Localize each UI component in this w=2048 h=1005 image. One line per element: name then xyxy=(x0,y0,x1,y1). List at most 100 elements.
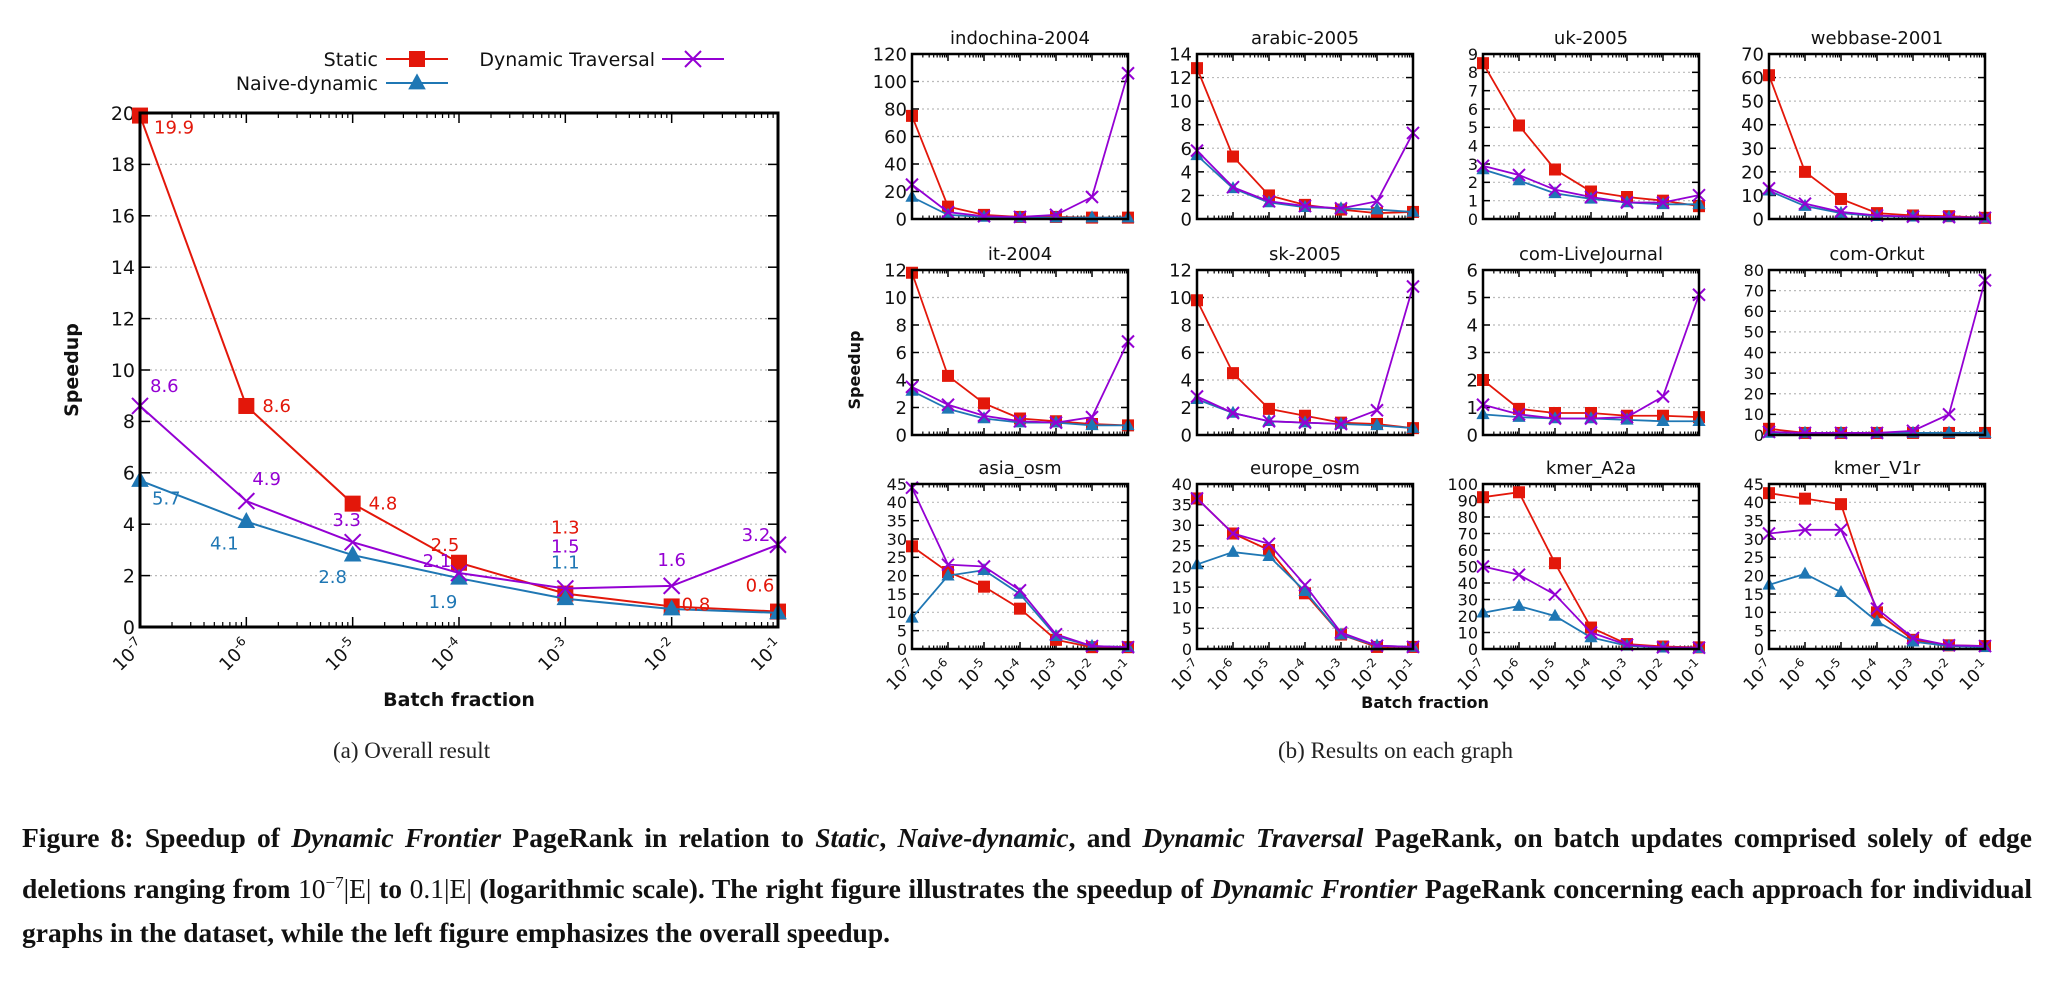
y-tick-label: 8 xyxy=(123,411,135,433)
y-tick-label: 4 xyxy=(1181,162,1192,183)
data-label-traversal: 1.5 xyxy=(551,536,580,557)
data-point-traversal xyxy=(1298,199,1312,213)
data-point-static xyxy=(1014,602,1026,615)
data-point-traversal xyxy=(1548,182,1562,197)
x-tick-label: 10-7 xyxy=(1452,655,1492,695)
data-label-static: 2.5 xyxy=(431,535,460,556)
graph-panel: 0 2 4 6 8 10 12 sk-2005 xyxy=(1169,244,1420,446)
x-tick-label: 10-3 xyxy=(1025,655,1065,695)
y-tick-label: 20 xyxy=(887,566,907,585)
legend-label-naive: Naive-dynamic xyxy=(236,73,378,95)
data-point-naive xyxy=(1262,548,1276,561)
caption-math: 0.1|E| xyxy=(409,872,472,904)
y-tick-label: 2 xyxy=(1467,370,1478,391)
x-tick-label: 10-1 xyxy=(745,633,787,675)
panel-title: com-Orkut xyxy=(1829,244,1924,265)
series-line-traversal xyxy=(1196,286,1414,425)
series-line-naive xyxy=(1196,551,1414,648)
y-tick-label: 40 xyxy=(1744,343,1764,362)
y-tick-label: 5 xyxy=(1468,118,1478,137)
data-point-traversal xyxy=(1226,406,1240,420)
caption-text: (logarithmic scale). The right figure il… xyxy=(471,872,1211,904)
data-point-static xyxy=(1549,557,1561,570)
y-tick-label: 15 xyxy=(887,585,907,604)
series-line-traversal xyxy=(1768,528,1986,647)
data-point-naive xyxy=(343,545,362,562)
y-tick-label: 70 xyxy=(1741,44,1764,65)
y-tick-label: 0 xyxy=(1754,640,1764,659)
y-tick-label: 20 xyxy=(1172,557,1192,576)
caption-text: PageRank, on batch updates comprised sol… xyxy=(22,822,2032,904)
y-tick-label: 40 xyxy=(1744,493,1764,512)
y-tick-label: 15 xyxy=(1744,585,1764,604)
data-label-naive: 4.1 xyxy=(210,534,239,555)
y-tick-label: 70 xyxy=(1744,281,1764,300)
data-point-traversal xyxy=(1548,587,1562,602)
panel-title: com-LiveJournal xyxy=(1519,244,1663,265)
data-point-naive xyxy=(237,512,256,529)
data-label-static: 4.8 xyxy=(369,494,398,515)
x-tick-label: 10-7 xyxy=(881,655,921,695)
caption-text: , and xyxy=(1068,822,1143,853)
data-point-traversal xyxy=(1512,168,1526,182)
overall-speedup-chart: 0 2 4 6 8 10 12 14 16 18 20 10-7 10-6 10-5 10-4 10-3 10-… xyxy=(61,103,787,711)
legend-label-static: Static xyxy=(324,49,378,71)
y-tick-label: 8 xyxy=(1181,115,1192,136)
caption-term: Dynamic Frontier xyxy=(1210,872,1418,904)
data-point-naive xyxy=(1226,544,1240,557)
data-point-naive xyxy=(1798,566,1812,579)
data-point-traversal xyxy=(1334,201,1348,216)
y-tick-label: 4 xyxy=(123,514,135,536)
x-tick-label: 10-5 xyxy=(953,655,993,695)
subcaption-b: (b) Results on each graph xyxy=(1278,738,1514,763)
caption-math: 10 xyxy=(298,872,326,904)
y-tick-label: 10 xyxy=(111,360,135,382)
data-point-static xyxy=(451,554,467,571)
plot-frame xyxy=(1195,52,1415,221)
y-tick-label: 60 xyxy=(1458,541,1478,560)
y-tick-label: 15 xyxy=(1172,578,1192,597)
y-tick-label: 2 xyxy=(123,565,135,587)
data-point-traversal xyxy=(1620,410,1634,424)
data-point-static xyxy=(978,397,990,410)
x-tick-label: 10-4 xyxy=(1560,655,1600,695)
x-tick-label: 10-6 xyxy=(1488,655,1528,695)
data-point-static xyxy=(1513,119,1525,132)
x-tick-label: 10-2 xyxy=(1346,655,1386,695)
y-tick-label: 25 xyxy=(887,548,907,567)
data-point-static xyxy=(1513,486,1525,499)
x-tick-label: 10-2 xyxy=(1632,655,1672,695)
y-tick-label: 100 xyxy=(873,72,907,93)
y-tick-label: 40 xyxy=(884,154,907,175)
data-label-static: 19.9 xyxy=(154,118,194,139)
y-tick-label: 0 xyxy=(1468,640,1478,659)
y-tick-label: 25 xyxy=(1172,537,1192,556)
data-point-traversal xyxy=(1085,190,1099,204)
plot-frame xyxy=(910,52,1130,221)
data-point-traversal xyxy=(1870,601,1884,616)
y-tick-label: 30 xyxy=(1458,590,1478,609)
y-tick-label: 10 xyxy=(1744,405,1764,424)
data-label-naive: 1.9 xyxy=(429,592,458,613)
y-tick-label: 1 xyxy=(1468,191,1478,210)
x-axis-label: Batch fraction xyxy=(1361,693,1489,712)
data-point-traversal xyxy=(1262,194,1276,209)
y-tick-label: 40 xyxy=(1172,475,1192,494)
y-tick-label: 14 xyxy=(111,257,135,279)
y-tick-label: 40 xyxy=(1458,574,1478,593)
x-tick-label: 10-1 xyxy=(1668,655,1708,695)
data-point-traversal xyxy=(343,533,362,551)
data-point-traversal xyxy=(1656,195,1670,210)
y-tick-label: 5 xyxy=(1182,619,1192,638)
data-point-naive xyxy=(941,568,955,581)
y-tick-label: 60 xyxy=(884,127,907,148)
y-tick-label: 100 xyxy=(1447,475,1478,494)
data-point-traversal xyxy=(1656,640,1670,655)
data-point-traversal xyxy=(1942,407,1956,422)
y-tick-label: 6 xyxy=(123,463,135,485)
y-tick-label: 30 xyxy=(1744,530,1764,549)
legend-label-traversal: Dynamic Traversal xyxy=(479,49,655,71)
data-point-traversal xyxy=(941,398,955,412)
